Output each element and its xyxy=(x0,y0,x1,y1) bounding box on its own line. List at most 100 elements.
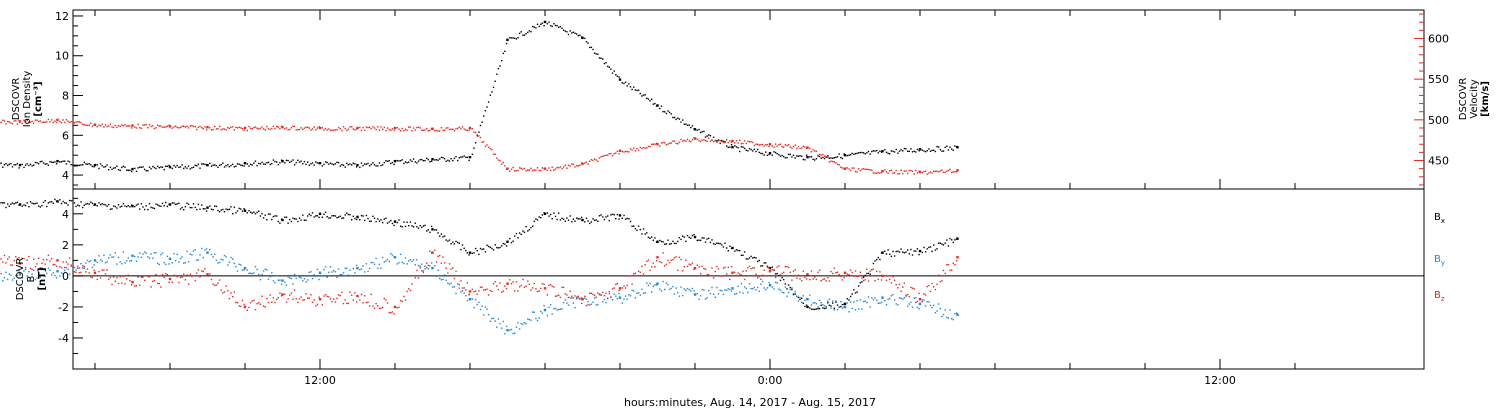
velocity-series-dot xyxy=(902,172,904,175)
density-series-dot xyxy=(794,157,796,159)
bx-series-dot xyxy=(889,253,891,255)
density-series-dot xyxy=(243,165,245,167)
bz-series-dot xyxy=(907,294,909,296)
by-series-dot xyxy=(916,306,919,309)
density-series-dot xyxy=(951,148,953,150)
velocity-series-dot xyxy=(783,146,785,148)
velocity-series-dot xyxy=(2,119,4,121)
velocity-series-dot xyxy=(724,142,726,144)
bz-series-dot xyxy=(121,282,123,284)
density-series-dot xyxy=(143,168,146,171)
by-series-dot xyxy=(230,256,232,259)
bz-series-dot xyxy=(670,259,672,262)
by-series-dot xyxy=(367,270,369,273)
bx-series-dot xyxy=(907,249,909,251)
by-series-dot xyxy=(862,300,865,303)
bx-series-dot xyxy=(522,230,524,232)
bz-series-dot xyxy=(910,286,912,289)
velocity-series-dot xyxy=(126,125,128,127)
bz-series-dot xyxy=(424,265,426,267)
density-series-dot xyxy=(308,164,310,166)
bx-series-dot xyxy=(178,202,180,204)
bx-series-point xyxy=(281,218,284,222)
bx-series-dot xyxy=(47,202,50,204)
velocity-series-dot xyxy=(315,128,317,131)
density-series-dot xyxy=(419,159,421,161)
bx-series-dot xyxy=(187,203,190,205)
density-series-dot xyxy=(44,163,46,165)
bz-series-dot xyxy=(937,274,940,276)
by-series-point xyxy=(468,297,472,301)
by-series-dot xyxy=(721,290,723,292)
bx-series-dot xyxy=(3,202,6,204)
by-series-dot xyxy=(644,292,646,294)
bz-series-dot xyxy=(487,294,490,296)
bz-series-dot xyxy=(99,277,102,279)
velocity-series-dot xyxy=(318,126,320,128)
density-series-dot xyxy=(809,156,811,158)
density-series-dot xyxy=(386,160,389,162)
density-series-dot xyxy=(921,149,923,151)
by-series-dot xyxy=(649,282,651,285)
bx-series-dot xyxy=(75,205,77,208)
bz-series-dot xyxy=(649,269,651,271)
density-series-dot xyxy=(786,156,788,159)
bx-series-dot xyxy=(445,239,447,241)
velocity-series-dot xyxy=(846,167,848,169)
by-series-point xyxy=(318,271,322,274)
density-series-dot xyxy=(471,153,473,155)
velocity-series-dot xyxy=(626,150,628,153)
bz-series-dot xyxy=(918,292,920,295)
bz-series-dot xyxy=(232,296,234,298)
by-series-dot xyxy=(479,308,482,311)
by-series-dot xyxy=(944,309,946,311)
by-series-dot xyxy=(186,250,188,252)
bz-series-dot xyxy=(871,269,873,271)
density-series-dot xyxy=(916,148,919,151)
by-series-dot xyxy=(704,298,707,300)
by-series-dot xyxy=(535,317,537,320)
velocity-series-dot xyxy=(375,128,377,131)
bx-series-dot xyxy=(201,204,203,206)
velocity-series-dot xyxy=(616,150,619,153)
density-series-dot xyxy=(799,155,801,157)
density-series-dot xyxy=(321,165,323,167)
density-series-dot xyxy=(426,157,428,159)
bz-series-dot xyxy=(836,271,839,273)
bx-series-dot xyxy=(254,213,257,215)
bz-series-dot xyxy=(810,270,813,272)
by-series-dot xyxy=(755,289,757,291)
bx-series-dot xyxy=(210,208,213,210)
y-tick-label-right: 600 xyxy=(1428,32,1449,45)
density-series-dot xyxy=(802,158,804,161)
velocity-series-dot xyxy=(523,167,526,170)
by-series-dot xyxy=(559,308,562,310)
velocity-series-dot xyxy=(843,168,845,170)
velocity-series-dot xyxy=(628,151,630,153)
bx-series-dot xyxy=(607,215,609,217)
bx-series-dot xyxy=(877,256,879,259)
bx-series-dot xyxy=(354,217,356,220)
velocity-series-dot xyxy=(378,129,381,131)
velocity-series-dot xyxy=(168,124,170,126)
by-series-dot xyxy=(218,261,221,264)
bx-series-dot xyxy=(890,255,893,258)
bx-series-dot xyxy=(841,303,844,306)
density-series-dot xyxy=(528,30,531,32)
velocity-series-dot xyxy=(194,126,196,128)
velocity-series-dot xyxy=(838,164,840,166)
velocity-series-dot xyxy=(889,170,891,172)
density-series-dot xyxy=(680,121,682,123)
by-series-dot xyxy=(613,293,615,295)
by-series-dot xyxy=(202,256,204,259)
by-series-dot xyxy=(414,264,416,266)
density-series-dot xyxy=(566,31,568,33)
bx-series-dot xyxy=(326,216,328,218)
density-series-dot xyxy=(874,150,876,152)
bx-series-dot xyxy=(745,258,747,260)
bz-series-dot xyxy=(173,274,175,276)
bz-series-dot xyxy=(256,303,258,305)
bz-series-dot xyxy=(823,278,826,280)
bz-series-dot xyxy=(794,269,796,271)
y-axis-title-density: DSCOVR Ion Density [cm⁻³] xyxy=(11,71,44,128)
